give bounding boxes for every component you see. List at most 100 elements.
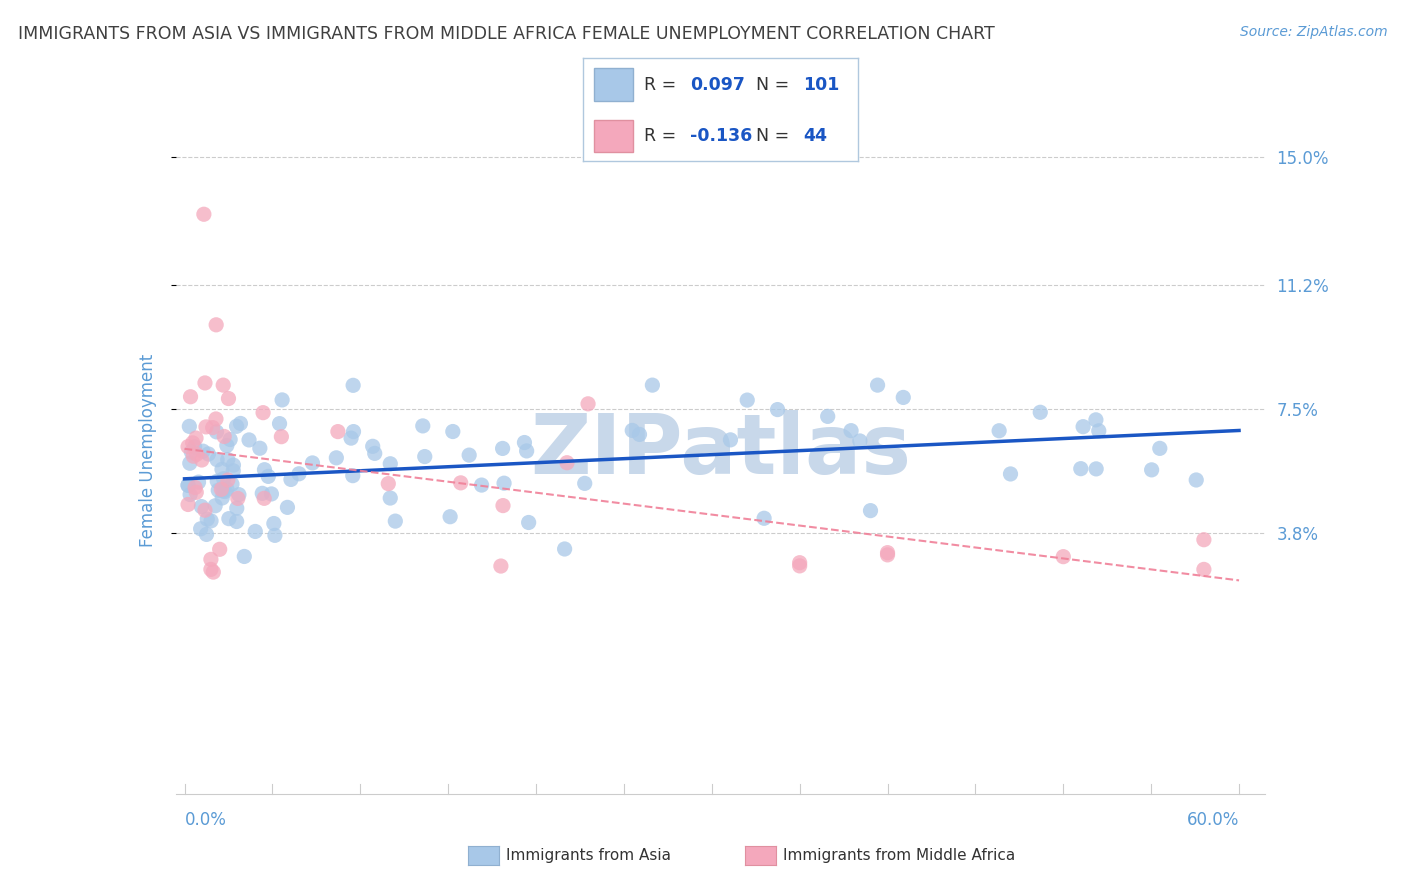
Point xyxy=(215,438,238,452)
Point xyxy=(270,430,292,444)
Point xyxy=(180,390,202,404)
Point xyxy=(181,436,204,450)
Point xyxy=(177,478,200,492)
Point xyxy=(207,483,229,498)
Point xyxy=(340,431,363,445)
Point xyxy=(492,499,515,513)
Point xyxy=(214,484,236,499)
Point xyxy=(766,402,789,417)
Point xyxy=(219,433,242,447)
Text: N =: N = xyxy=(756,76,789,94)
Y-axis label: Female Unemployment: Female Unemployment xyxy=(139,354,157,547)
Point xyxy=(208,542,231,557)
Point xyxy=(301,456,323,470)
Point xyxy=(212,483,235,498)
Point xyxy=(269,417,291,431)
Point xyxy=(186,485,208,500)
Point xyxy=(238,433,260,447)
Point xyxy=(876,548,898,562)
Point xyxy=(1029,405,1052,419)
Point xyxy=(252,486,274,500)
Point xyxy=(876,546,898,560)
Point xyxy=(217,452,239,467)
Point xyxy=(439,509,461,524)
Point xyxy=(576,397,599,411)
Point xyxy=(191,453,214,467)
Point xyxy=(190,522,212,536)
Point xyxy=(264,528,287,542)
Point xyxy=(1192,533,1215,547)
Point xyxy=(225,501,247,516)
Point xyxy=(380,491,402,505)
Point xyxy=(789,556,811,570)
Point xyxy=(183,449,205,463)
Point xyxy=(211,462,233,476)
Point xyxy=(195,420,218,434)
Text: N =: N = xyxy=(756,127,789,145)
Point xyxy=(221,477,243,491)
Point xyxy=(839,424,862,438)
Point xyxy=(233,549,256,564)
Point xyxy=(179,456,201,470)
Point xyxy=(866,378,889,392)
Text: 0.097: 0.097 xyxy=(690,76,745,94)
Point xyxy=(1149,442,1171,456)
Point xyxy=(380,457,402,471)
Point xyxy=(177,498,200,512)
Point xyxy=(458,448,481,462)
Point xyxy=(263,516,285,531)
Point xyxy=(342,378,364,392)
Point xyxy=(252,406,274,420)
Point xyxy=(193,207,215,221)
Point xyxy=(988,424,1011,438)
Point xyxy=(752,511,775,525)
Point xyxy=(1140,463,1163,477)
Point xyxy=(1052,549,1074,564)
Point xyxy=(735,393,758,408)
Point xyxy=(326,425,349,439)
Point xyxy=(249,442,271,456)
Point xyxy=(641,378,664,392)
Point xyxy=(1000,467,1022,481)
Point xyxy=(471,478,494,492)
Point xyxy=(280,472,302,486)
Point xyxy=(288,467,311,481)
Point xyxy=(555,456,578,470)
Bar xyxy=(595,69,633,101)
Point xyxy=(197,447,219,461)
Point xyxy=(225,419,247,434)
Text: Immigrants from Asia: Immigrants from Asia xyxy=(506,848,671,863)
Point xyxy=(177,440,200,454)
Point xyxy=(257,469,280,483)
Point xyxy=(204,499,226,513)
Point xyxy=(260,487,283,501)
Text: -0.136: -0.136 xyxy=(690,127,752,145)
Point xyxy=(494,476,516,491)
Text: ZIPatlas: ZIPatlas xyxy=(530,410,911,491)
Point xyxy=(1070,461,1092,475)
Bar xyxy=(595,120,633,153)
Point xyxy=(218,511,240,525)
Point xyxy=(207,475,229,489)
Point xyxy=(245,524,267,539)
Point xyxy=(361,439,384,453)
Point xyxy=(222,464,245,478)
Point xyxy=(191,444,214,458)
Point xyxy=(621,424,644,438)
Point xyxy=(184,431,207,445)
Point xyxy=(1087,424,1109,438)
Point xyxy=(200,514,222,528)
Point xyxy=(205,318,228,332)
Point xyxy=(186,447,208,461)
Point xyxy=(489,559,512,574)
Text: R =: R = xyxy=(644,76,676,94)
Point xyxy=(574,476,596,491)
Point xyxy=(1185,473,1208,487)
Point xyxy=(1084,413,1107,427)
Point xyxy=(225,515,247,529)
Point xyxy=(200,552,222,566)
Point xyxy=(859,503,882,517)
Text: R =: R = xyxy=(644,127,676,145)
Text: 0.0%: 0.0% xyxy=(184,811,226,829)
Point xyxy=(205,452,228,467)
